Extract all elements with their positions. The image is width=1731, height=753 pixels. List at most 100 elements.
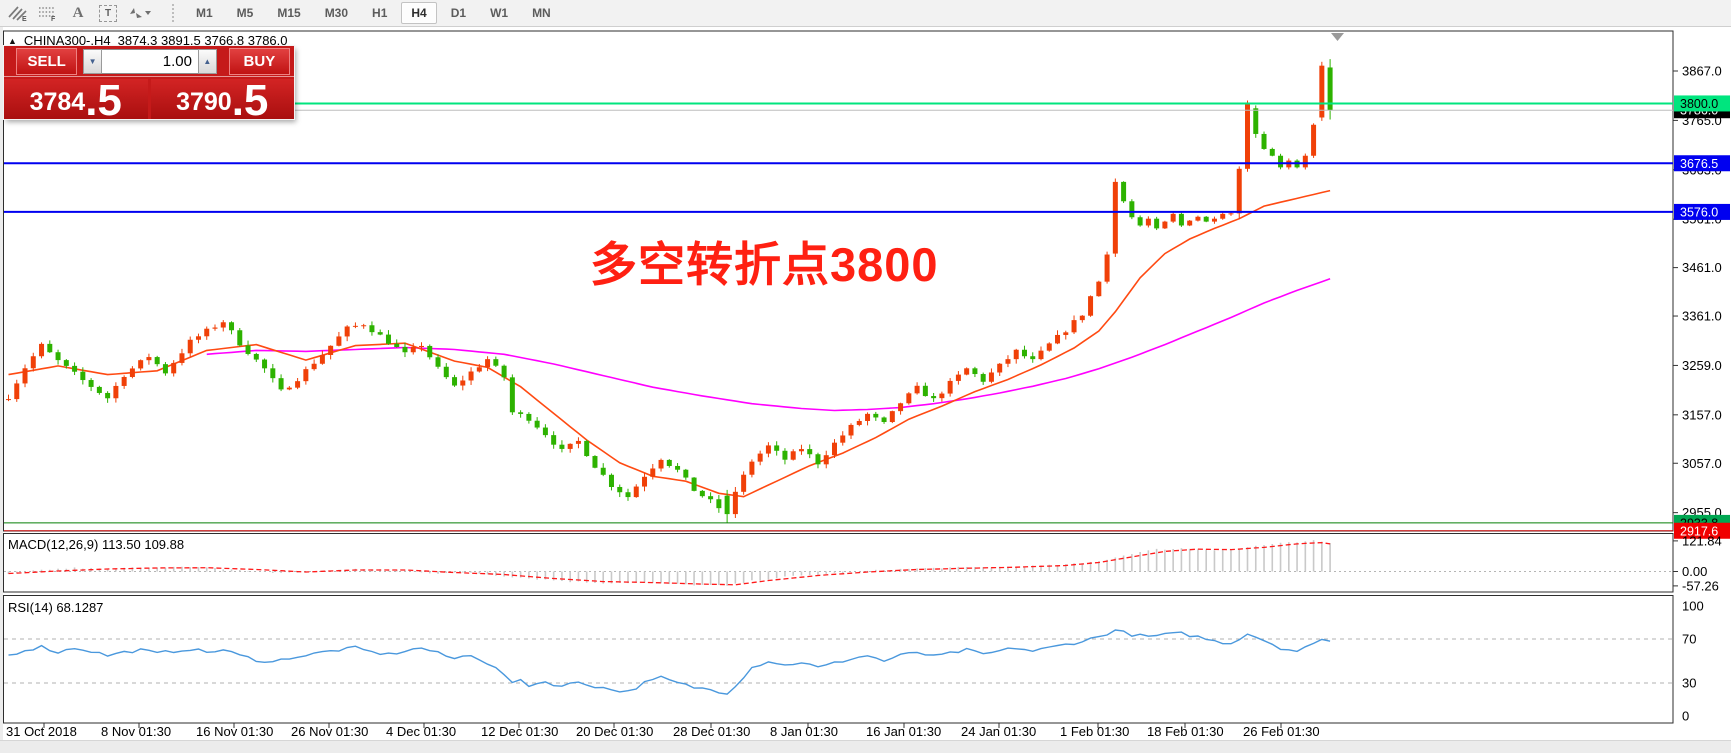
sell-price-display[interactable]: 3784.5 — [4, 78, 148, 122]
trade-panel-expander-icon[interactable]: ▲ — [8, 35, 17, 46]
candle-body — [832, 442, 837, 456]
chart-ohlc-values: 3874.3 3891.5 3766.8 3786.0 — [117, 33, 288, 48]
volume-decrease-button[interactable]: ▼ — [83, 49, 102, 74]
candle-body — [39, 343, 45, 357]
candle-body — [113, 385, 119, 399]
candle-body — [881, 417, 887, 423]
candle-body — [683, 469, 689, 478]
candle-body — [1162, 221, 1168, 229]
candle-body — [765, 445, 771, 454]
candle-body — [1319, 65, 1325, 118]
candle-body — [303, 369, 309, 382]
sell-price-int: 3784 — [29, 88, 86, 116]
candle-body — [922, 385, 928, 397]
date-axis-label: 31 Oct 2018 — [6, 724, 77, 739]
candle-body — [774, 445, 780, 451]
candle-body — [807, 449, 813, 455]
candle-body — [1311, 124, 1317, 156]
timeframe-m30[interactable]: M30 — [324, 6, 349, 20]
candle-body — [154, 357, 160, 365]
date-axis-label: 16 Jan 01:30 — [866, 724, 941, 739]
candle-body — [30, 356, 36, 369]
candle-body — [1079, 315, 1085, 321]
candle-body — [633, 486, 639, 498]
candle-body — [575, 440, 581, 444]
candle-body — [361, 325, 367, 327]
candle-body — [195, 336, 201, 340]
chart-text-annotation: 多空转折点3800 — [590, 238, 939, 291]
moving-average-line — [8, 189, 1331, 498]
candle-body — [856, 420, 862, 425]
timeframe-h1[interactable]: H1 — [372, 6, 388, 20]
sell-button[interactable]: SELL — [16, 48, 78, 75]
candle-body — [1261, 133, 1267, 149]
candle-body — [1154, 218, 1160, 229]
candle-body — [542, 427, 548, 436]
candle-body — [452, 377, 458, 386]
buy-price-display[interactable]: 3790.5 — [150, 78, 294, 122]
candle-body — [493, 359, 499, 366]
volume-input[interactable] — [102, 49, 198, 74]
timeframe-m5[interactable]: M5 — [236, 6, 254, 20]
toolbar-separator — [172, 4, 174, 22]
timeframe-d1[interactable]: D1 — [450, 6, 467, 20]
candle-body — [1129, 201, 1135, 218]
candle-body — [72, 365, 78, 372]
candle-body — [237, 330, 243, 346]
candle-body — [509, 377, 515, 413]
candle-body — [1112, 181, 1118, 254]
candle-body — [1005, 359, 1011, 364]
date-axis-label: 16 Nov 01:30 — [196, 724, 273, 739]
candle-body — [955, 374, 961, 381]
candle-body — [262, 359, 268, 369]
crosshatch-lines-icon[interactable]: E — [6, 2, 30, 24]
candle-body — [352, 325, 358, 327]
price-badge — [1674, 522, 1730, 539]
candle-body — [501, 365, 507, 378]
candle-body — [741, 474, 747, 492]
candle-body — [1269, 148, 1275, 156]
timeframe-m1[interactable]: M1 — [196, 6, 213, 20]
candle-body — [1220, 213, 1226, 219]
status-strip — [0, 740, 1731, 753]
candle-body — [823, 455, 829, 465]
buy-button[interactable]: BUY — [228, 48, 290, 75]
candle-body — [476, 367, 482, 372]
candle-body — [551, 435, 557, 445]
one-click-trade-panel: SELL ▼ ▲ BUY 3784.5 3790.5 — [4, 46, 294, 122]
candle-body — [138, 360, 144, 369]
timeframe-m15[interactable]: M15 — [277, 6, 301, 20]
candle-body — [608, 474, 614, 487]
candle-body — [410, 347, 416, 353]
macd-axis-label: 0.00 — [1682, 564, 1707, 579]
svg-text:E: E — [22, 16, 27, 22]
candle-body — [1278, 155, 1284, 168]
svg-text:F: F — [51, 16, 56, 21]
candle-body — [1187, 220, 1193, 226]
candle-body — [757, 453, 763, 462]
candle-body — [1104, 254, 1110, 282]
candle-body — [699, 490, 705, 497]
timeframe-w1[interactable]: W1 — [490, 6, 509, 20]
rsi-line — [8, 629, 1331, 695]
candle-body — [295, 381, 301, 388]
candle-body — [642, 476, 648, 487]
timeframe-h4[interactable]: H4 — [401, 2, 437, 24]
volume-increase-button[interactable]: ▲ — [198, 49, 217, 74]
window-left-edge — [0, 27, 3, 740]
toolbar: E F A T M1 M5 M15 M30 H1 H4 D1 W1 MN — [0, 0, 1731, 27]
candle-body — [732, 491, 738, 515]
candle-body — [1203, 216, 1209, 222]
candle-body — [1236, 168, 1242, 214]
price-badge-label: 3576.0 — [1680, 205, 1718, 219]
objects-arrows-icon[interactable] — [126, 2, 152, 24]
text-label-icon[interactable]: A — [72, 4, 84, 21]
candle-body — [278, 378, 284, 390]
candle-body — [1178, 213, 1184, 226]
timeframe-mn[interactable]: MN — [532, 6, 551, 20]
price-badge-label: 2917.6 — [1680, 524, 1718, 538]
macd-axis-label: 121.84 — [1682, 533, 1722, 548]
text-box-icon[interactable]: T — [96, 2, 120, 24]
grid-icon[interactable]: F — [36, 2, 60, 24]
